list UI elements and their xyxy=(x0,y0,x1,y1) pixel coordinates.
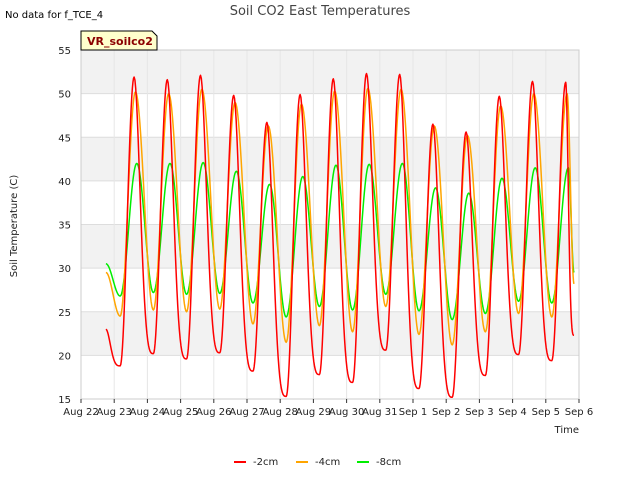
x-tick-label: Aug 31 xyxy=(362,407,397,418)
x-tick-label: Sep 5 xyxy=(532,407,560,418)
x-tick-label: Aug 29 xyxy=(296,407,331,418)
plot-frame xyxy=(80,49,580,400)
x-tick-label: Sep 4 xyxy=(498,407,526,418)
series-line-4cm xyxy=(105,87,575,346)
y-tick-label: 25 xyxy=(58,308,71,319)
x-tick-label: Aug 26 xyxy=(196,407,231,418)
x-tick-label: Sep 2 xyxy=(432,407,460,418)
legend-label: -2cm xyxy=(253,457,278,468)
x-tick-label: Aug 25 xyxy=(163,407,198,418)
y-axis-label: Soil Temperature (C) xyxy=(9,175,20,278)
x-tick-label: Aug 28 xyxy=(262,407,297,418)
y-tick-label: 30 xyxy=(58,264,71,275)
station-label-box: VR_soilco2 xyxy=(80,30,158,51)
band xyxy=(81,50,579,94)
axes xyxy=(80,49,580,400)
y-tick-label: 35 xyxy=(58,221,71,232)
y-tick-label: 15 xyxy=(58,395,71,406)
x-tick-label: Sep 1 xyxy=(399,407,427,418)
chart-title: Soil CO2 East Temperatures xyxy=(230,4,411,19)
y-tick-label: 55 xyxy=(58,46,71,57)
y-tick-label: 40 xyxy=(58,177,71,188)
x-axis-label: Time xyxy=(554,425,579,436)
legend-label: -8cm xyxy=(376,457,401,468)
x-tick-label: Aug 23 xyxy=(96,407,131,418)
series-line-2cm xyxy=(105,72,575,398)
band xyxy=(81,224,579,269)
no-data-note: No data for f_TCE_4 xyxy=(5,10,103,21)
y-tick-label: 45 xyxy=(58,133,71,144)
series-lines xyxy=(105,72,575,398)
y-tick-label: 50 xyxy=(58,90,71,101)
x-tick-label: Aug 30 xyxy=(329,407,364,418)
band xyxy=(81,311,579,356)
y-tick-label: 20 xyxy=(58,351,71,362)
x-tick-label: Aug 27 xyxy=(229,407,264,418)
legend-label: -4cm xyxy=(315,457,340,468)
y-ticks: 15 20 25 30 35 40 45 50 55 xyxy=(58,46,71,406)
x-tick-label: Aug 22 xyxy=(63,407,98,418)
x-tick-label: Sep 3 xyxy=(465,407,493,418)
legend: -2cm -4cm -8cm xyxy=(234,457,401,468)
x-tick-label: Aug 24 xyxy=(130,407,165,418)
station-label: VR_soilco2 xyxy=(87,35,153,48)
x-tick-label: Sep 6 xyxy=(565,407,593,418)
